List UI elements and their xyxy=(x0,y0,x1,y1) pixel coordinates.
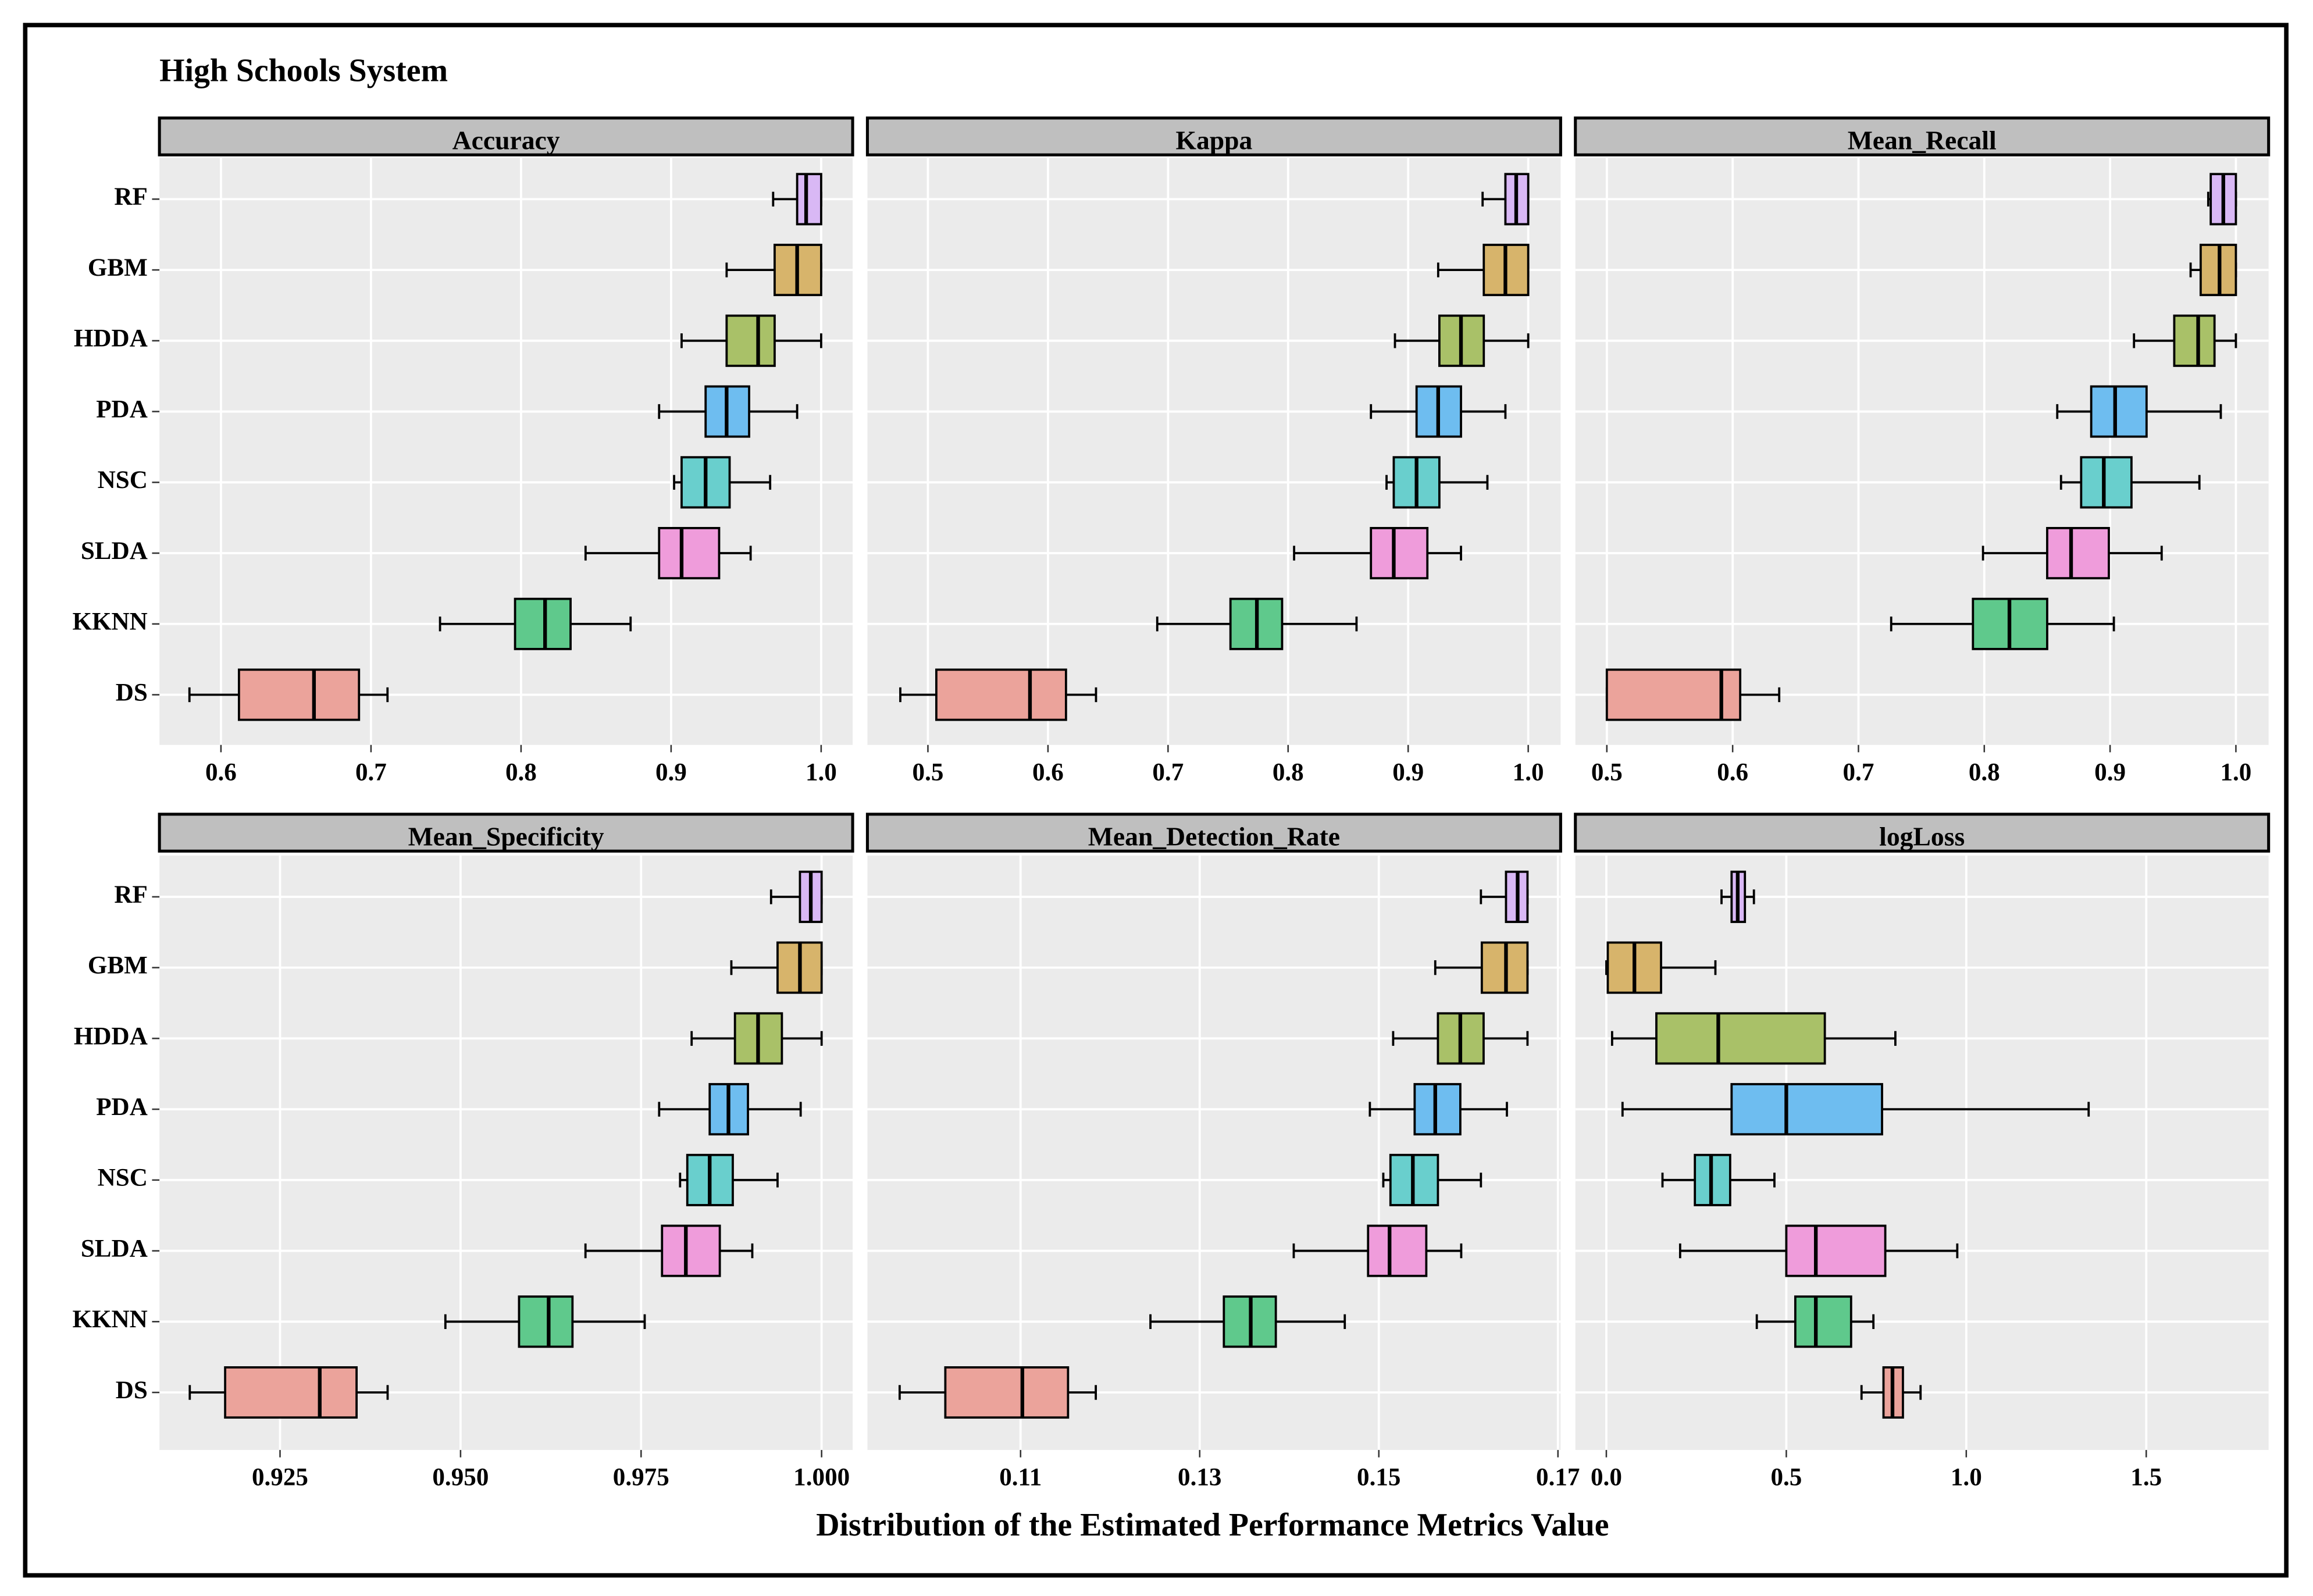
x-tick-label: 0.925 xyxy=(252,1464,308,1491)
box xyxy=(518,1295,574,1348)
y-tick-label: RF xyxy=(114,881,147,909)
x-tick-label: 0.8 xyxy=(1969,758,2000,786)
x-tick-label: 0.7 xyxy=(1152,758,1184,786)
x-tick-label: 0.6 xyxy=(1717,758,1748,786)
y-tick-label: KKNN xyxy=(73,608,148,636)
x-tick-label: 0.17 xyxy=(1536,1464,1580,1491)
box xyxy=(514,597,572,650)
y-tick-label: PDA xyxy=(96,396,148,423)
y-tick-label: SLDA xyxy=(81,1235,148,1262)
x-tick-label: 0.0 xyxy=(1591,1464,1622,1491)
box xyxy=(1370,527,1429,580)
strip-label: Mean_Detection_Rate xyxy=(1088,821,1340,851)
box xyxy=(658,527,721,580)
x-tick-label: 0.975 xyxy=(613,1464,669,1491)
x-tick-label: 0.5 xyxy=(1770,1464,1802,1491)
x-tick-label: 1.0 xyxy=(1951,1464,1982,1491)
x-tick-label: 0.15 xyxy=(1357,1464,1400,1491)
y-tick-label: NSC xyxy=(98,466,148,494)
x-tick-label: 0.9 xyxy=(1392,758,1424,786)
x-tick-label: 0.5 xyxy=(1591,758,1623,786)
y-tick-label: SLDA xyxy=(81,537,148,565)
y-tick-label: NSC xyxy=(98,1164,148,1192)
x-tick-label: 1.0 xyxy=(2220,758,2251,786)
box xyxy=(935,668,1067,721)
x-tick-label: 1.5 xyxy=(2130,1464,2162,1491)
x-tick-label: 0.950 xyxy=(432,1464,489,1491)
strip-label: Accuracy xyxy=(452,125,560,155)
chart-title: High Schools System xyxy=(159,53,448,89)
box xyxy=(944,1366,1070,1419)
x-tick-label: 0.6 xyxy=(1032,758,1064,786)
strip-label: Mean_Specificity xyxy=(408,821,604,851)
box xyxy=(661,1224,721,1277)
box xyxy=(2046,527,2110,580)
y-tick-label: HDDA xyxy=(74,325,148,352)
box xyxy=(1730,1083,1883,1136)
y-tick-label: RF xyxy=(114,183,147,211)
x-tick-label: 0.6 xyxy=(205,758,237,786)
x-tick-label: 0.9 xyxy=(2094,758,2126,786)
x-tick-label: 0.7 xyxy=(355,758,387,786)
strip xyxy=(865,813,1562,853)
y-tick-label: GBM xyxy=(88,254,148,282)
box xyxy=(796,173,822,226)
box xyxy=(2090,385,2148,438)
x-tick-label: 0.5 xyxy=(913,758,944,786)
panel-background xyxy=(1575,855,2269,1450)
x-tick-label: 1.0 xyxy=(806,758,837,786)
strip xyxy=(1574,813,2271,853)
strip xyxy=(865,116,1562,156)
x-axis-label: Distribution of the Estimated Performanc… xyxy=(816,1507,1609,1543)
box xyxy=(224,1366,358,1419)
box xyxy=(1367,1224,1428,1277)
strip xyxy=(158,116,854,156)
y-tick-label: HDDA xyxy=(74,1023,148,1050)
box xyxy=(1655,1012,1826,1065)
y-tick-label: DS xyxy=(116,1377,148,1404)
x-tick-label: 0.7 xyxy=(1843,758,1874,786)
box xyxy=(725,314,776,367)
panel-background xyxy=(159,855,853,1450)
strip xyxy=(1574,116,2271,156)
box xyxy=(2080,456,2133,509)
panel-background xyxy=(159,158,853,745)
y-tick-label: DS xyxy=(116,679,148,706)
x-tick-label: 0.9 xyxy=(655,758,687,786)
box xyxy=(1794,1295,1852,1348)
y-tick-label: GBM xyxy=(88,952,148,979)
x-tick-label: 0.8 xyxy=(505,758,537,786)
panel-background xyxy=(1575,158,2269,745)
strip-label: logLoss xyxy=(1879,821,1965,851)
x-tick-label: 0.8 xyxy=(1273,758,1304,786)
box xyxy=(1413,1083,1462,1136)
box xyxy=(1785,1224,1887,1277)
x-tick-label: 1.0 xyxy=(1513,758,1544,786)
strip xyxy=(158,813,854,853)
box xyxy=(237,668,361,721)
panel-background xyxy=(867,855,1561,1450)
x-tick-label: 0.13 xyxy=(1178,1464,1221,1491)
strip-label: Kappa xyxy=(1175,125,1252,155)
x-tick-label: 1.000 xyxy=(793,1464,850,1491)
box xyxy=(2173,314,2216,367)
x-tick-label: 0.11 xyxy=(999,1464,1042,1491)
strip-label: Mean_Recall xyxy=(1848,125,1997,155)
y-tick-label: KKNN xyxy=(73,1306,148,1333)
box xyxy=(1605,668,1742,721)
panel-background xyxy=(867,158,1561,745)
y-tick-label: PDA xyxy=(96,1093,148,1121)
